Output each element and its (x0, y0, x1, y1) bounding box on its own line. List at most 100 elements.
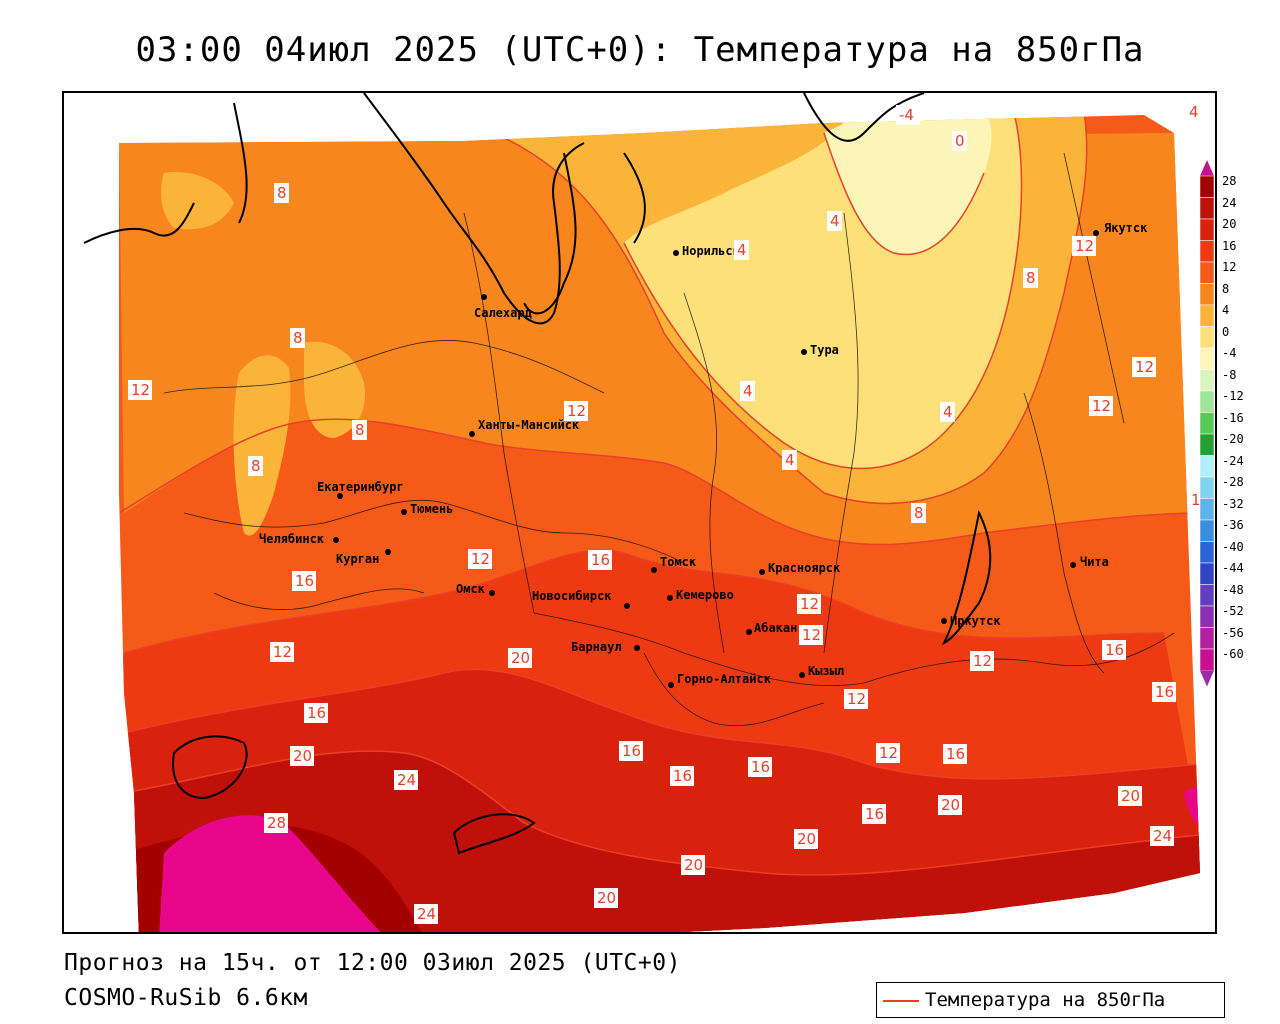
scale-tick-label: -20 (1222, 432, 1244, 446)
city-barnaul[interactable]: Барнаул (571, 640, 640, 654)
svg-text:20: 20 (511, 649, 530, 667)
city-khanty-mansiysk[interactable]: Ханты-Мансийск (469, 418, 580, 437)
svg-text:12: 12 (802, 626, 821, 644)
scale-swatch (1199, 197, 1215, 220)
svg-text:4: 4 (737, 241, 747, 259)
city-yekaterinburg[interactable]: Екатеринбург (317, 480, 404, 499)
isotherm-value-label: 24 (414, 904, 438, 924)
scale-tick-label: 12 (1222, 260, 1237, 274)
isotherm-value-label: 12 (564, 401, 588, 421)
scale-tick-label: -4 (1222, 346, 1237, 360)
svg-text:12: 12 (973, 652, 992, 670)
scale-swatch (1199, 369, 1215, 392)
svg-text:16: 16 (673, 767, 692, 785)
svg-text:12: 12 (847, 690, 866, 708)
isotherm-value-label: 12 (1072, 236, 1096, 256)
city-novosibirsk[interactable]: Новосибирск (532, 589, 630, 609)
city-tyumen[interactable]: Тюмень (401, 502, 453, 516)
scale-tick-label: 16 (1222, 238, 1237, 253)
isotherm-value-label: 12 (876, 743, 900, 763)
svg-text:12: 12 (1075, 237, 1094, 255)
scale-swatch (1199, 347, 1215, 370)
isotherm-value-label: 12 (1132, 357, 1156, 377)
isotherm-value-label: 16 (1152, 682, 1176, 702)
isotherm-value-label: 24 (1150, 826, 1174, 846)
scale-tick-label: 24 (1222, 195, 1237, 210)
field-layer (119, 115, 1200, 932)
city-krasnoyarsk[interactable]: Красноярск (759, 561, 841, 575)
isotherm-value-label: 8 (248, 456, 263, 476)
city-omsk[interactable]: Омск (456, 582, 495, 596)
svg-text:Томск: Томск (660, 555, 697, 569)
svg-text:20: 20 (797, 830, 816, 848)
svg-text:Красноярск: Красноярск (768, 561, 841, 575)
scale-tick-label: -44 (1222, 561, 1244, 575)
isotherm-value-label: 12 (844, 689, 868, 709)
svg-text:24: 24 (417, 905, 436, 923)
svg-text:Абакан: Абакан (754, 621, 797, 635)
scale-tick-label: 20 (1222, 217, 1237, 231)
temperature-map[interactable]: Якутск Норильск Салехард Тура Ханты-Манс… (62, 91, 1217, 934)
svg-text:Барнаул: Барнаул (571, 640, 622, 654)
isotherm-value-label: 16 (862, 804, 886, 824)
isotherm-value-label: 16 (304, 703, 328, 723)
isotherm-value-label: 8 (290, 328, 305, 348)
svg-text:Чита: Чита (1080, 555, 1109, 569)
city-tura[interactable]: Тура (801, 343, 839, 357)
svg-text:20: 20 (941, 796, 960, 814)
svg-text:-4: -4 (899, 106, 914, 124)
svg-text:8: 8 (251, 457, 261, 475)
svg-text:12: 12 (1092, 397, 1111, 415)
city-kyzyl[interactable]: Кызыл (799, 664, 844, 678)
svg-text:Омск: Омск (456, 582, 486, 596)
city-abakan[interactable]: Абакан (746, 621, 797, 635)
scale-swatch (1199, 455, 1215, 478)
scale-tick-label: -24 (1222, 453, 1244, 468)
svg-text:12: 12 (131, 381, 150, 399)
city-markers: Якутск Норильск Салехард Тура Ханты-Манс… (259, 221, 1148, 688)
svg-text:Тюмень: Тюмень (410, 502, 453, 516)
isotherm-value-label: 20 (794, 829, 818, 849)
isotherm-value-label: 4 (740, 381, 755, 401)
model-name: COSMO-RuSib 6.6км (64, 985, 308, 1011)
scale-swatch (1199, 498, 1215, 521)
map-title: 03:00 04июл 2025 (UTC+0): Температура на… (135, 30, 1145, 70)
scale-swatch (1199, 476, 1215, 499)
svg-text:8: 8 (914, 504, 924, 522)
scale-swatch (1199, 240, 1215, 263)
scale-tick-label: -56 (1222, 625, 1244, 640)
svg-text:16: 16 (307, 704, 326, 722)
svg-text:Новосибирск: Новосибирск (532, 589, 612, 603)
scale-swatch (1199, 648, 1215, 671)
isotherm-value-label: 8 (274, 183, 289, 203)
city-chelyabinsk[interactable]: Челябинск (259, 532, 339, 546)
city-salekhard[interactable]: Салехард (474, 294, 532, 320)
scale-tick-label: -40 (1222, 539, 1244, 554)
city-yakutsk[interactable]: Якутск (1093, 221, 1148, 236)
isotherm-value-label: 20 (681, 855, 705, 875)
city-gorno-altaysk[interactable]: Горно-Алтайск (668, 672, 772, 688)
svg-text:12: 12 (800, 595, 819, 613)
isotherm-value-label: 12 (270, 642, 294, 662)
svg-text:16: 16 (946, 745, 965, 763)
svg-text:24: 24 (397, 771, 416, 789)
city-irkutsk[interactable]: Иркутск (941, 614, 1001, 628)
svg-text:Екатеринбург: Екатеринбург (317, 480, 404, 494)
city-kurgan[interactable]: Курган (336, 549, 391, 566)
city-chita[interactable]: Чита (1070, 555, 1109, 569)
city-norilsk[interactable]: Норильск (673, 244, 741, 258)
svg-text:Кемерово: Кемерово (676, 588, 734, 602)
city-tomsk[interactable]: Томск (651, 555, 697, 573)
map-legend: Температура на 850гПа (876, 982, 1225, 1018)
city-kemerovo[interactable]: Кемерово (667, 588, 734, 602)
color-scale (1198, 160, 1278, 690)
svg-text:28: 28 (267, 814, 286, 832)
scale-swatch (1199, 627, 1215, 650)
scale-tick-label: 8 (1222, 281, 1230, 296)
isotherm-value-label: 4 (734, 240, 749, 260)
isotherm-value-label: 16 (1102, 640, 1126, 660)
svg-text:4: 4 (785, 451, 795, 469)
isotherm-value-label: 16 (588, 550, 612, 570)
svg-text:12: 12 (879, 744, 898, 762)
svg-text:Якутск: Якутск (1104, 221, 1148, 235)
